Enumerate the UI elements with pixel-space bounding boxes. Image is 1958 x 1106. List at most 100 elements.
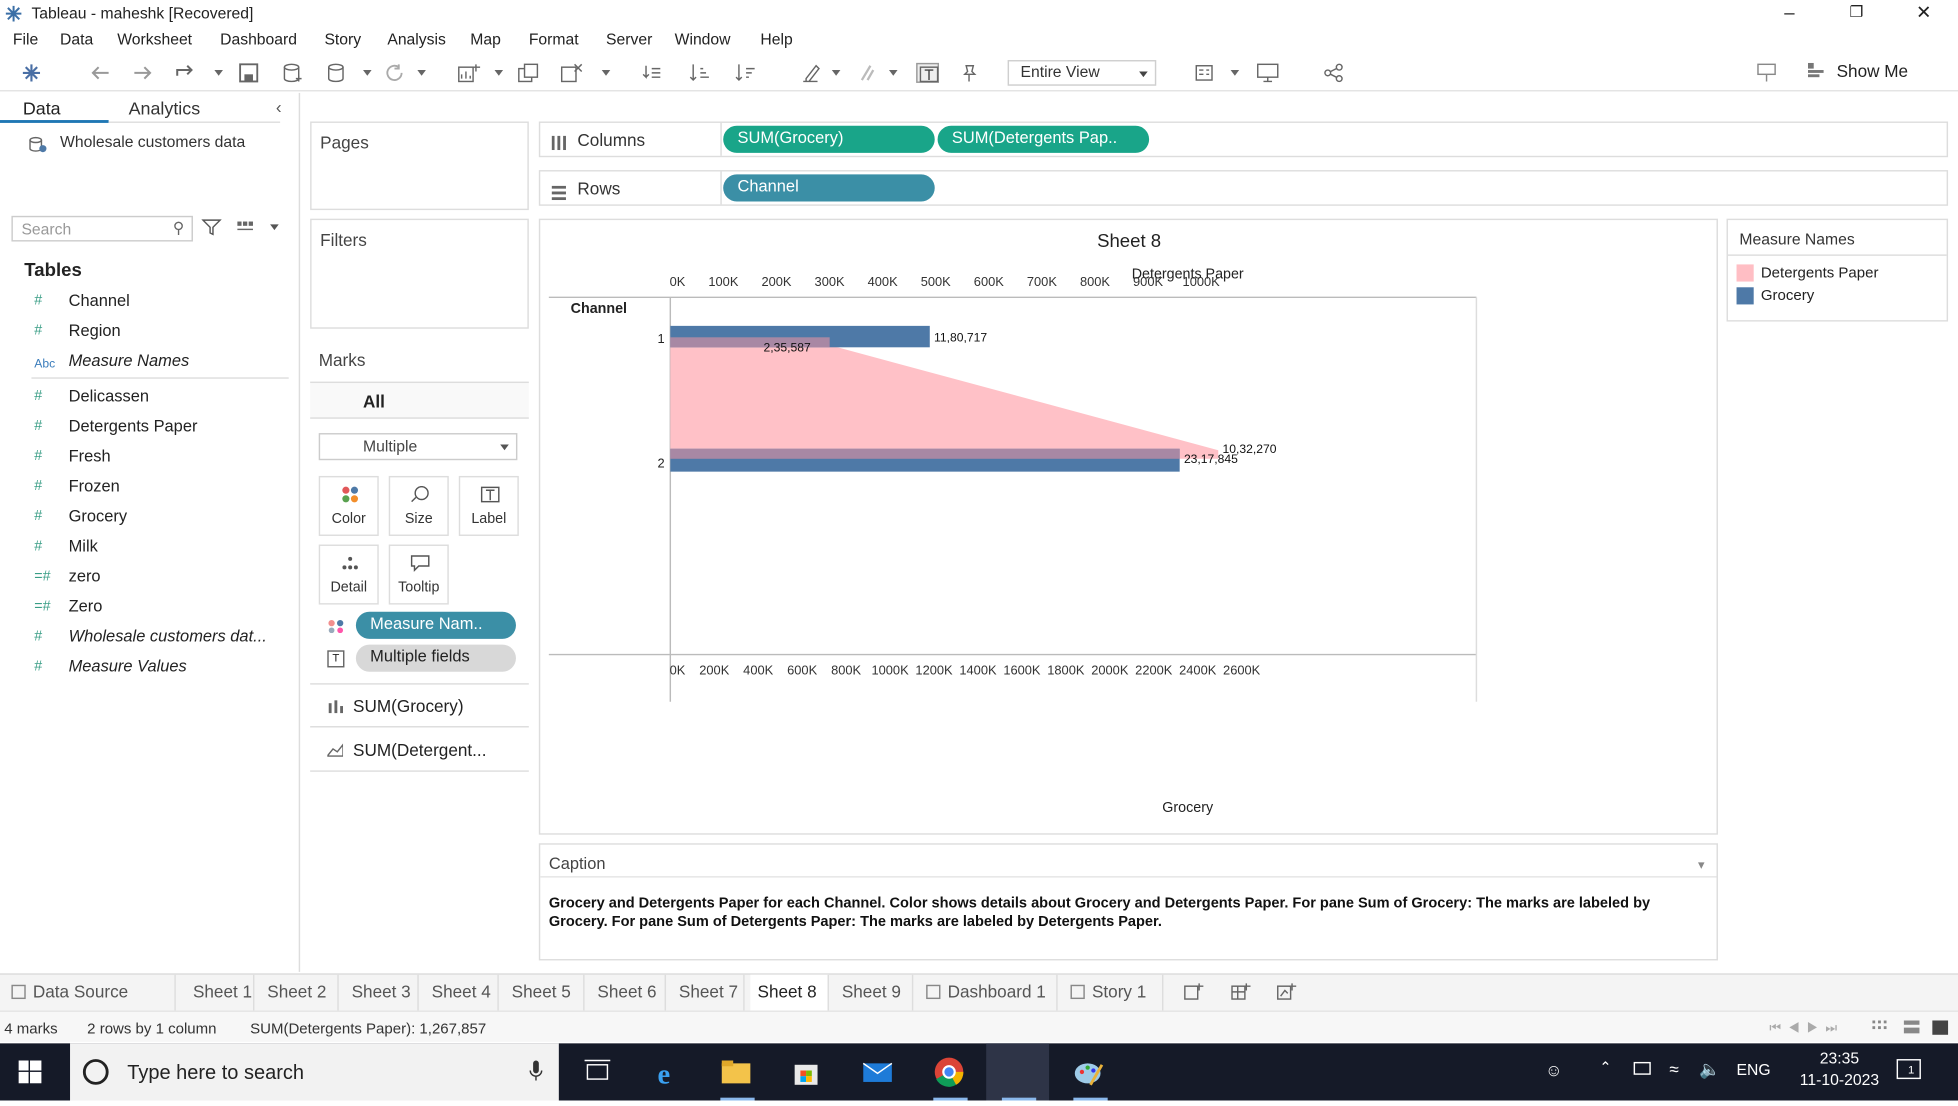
fit-view-select[interactable]: Entire View: [1007, 60, 1157, 86]
menu-format[interactable]: Format: [528, 31, 579, 49]
pin-axes-icon[interactable]: [958, 63, 981, 83]
marks-sum-grocery-row[interactable]: SUM(Grocery): [310, 683, 529, 726]
mark-type-select[interactable]: Multiple: [318, 433, 518, 461]
task-view-icon[interactable]: [582, 1056, 613, 1087]
file-explorer-icon[interactable]: [720, 1056, 751, 1087]
caption-menu-icon[interactable]: ▾: [1697, 857, 1705, 872]
language-indicator[interactable]: ENG: [1736, 1061, 1771, 1080]
marks-size-button[interactable]: Size: [388, 475, 449, 536]
highlight-icon[interactable]: [800, 63, 823, 83]
columns-pill-sum-grocery[interactable]: SUM(Grocery): [723, 125, 935, 153]
sheet-tab-sheet-4[interactable]: Sheet 4: [424, 974, 499, 1011]
paint-app-icon[interactable]: [1073, 1056, 1104, 1087]
replay-icon[interactable]: [174, 63, 197, 83]
highlight-dropdown-icon[interactable]: [831, 70, 841, 76]
sheet-tab-sheet-2[interactable]: Sheet 2: [260, 974, 339, 1011]
marks-sum-detergents-row[interactable]: SUM(Detergent...: [310, 726, 529, 772]
columns-shelf[interactable]: Columns SUM(Grocery) SUM(Detergents Pap.…: [538, 121, 1949, 158]
new-story-tab-icon[interactable]: [1276, 982, 1297, 1002]
marks-label-button[interactable]: Label: [458, 475, 519, 536]
sheet-tab-sheet-5[interactable]: Sheet 5: [505, 974, 585, 1011]
cards-dropdown-icon[interactable]: [1230, 70, 1240, 76]
marks-detail-button[interactable]: Detail: [318, 544, 379, 605]
replay-dropdown-icon[interactable]: [214, 70, 223, 76]
people-icon[interactable]: ☺: [1545, 1060, 1563, 1081]
view-options-dropdown-icon[interactable]: [270, 224, 279, 231]
menu-analysis[interactable]: Analysis: [387, 31, 446, 49]
color-legend[interactable]: Measure Names Detergents Paper Grocery: [1726, 218, 1949, 322]
wifi-icon[interactable]: ≈: [1669, 1059, 1679, 1080]
tableau-home-icon[interactable]: [20, 63, 43, 83]
battery-icon[interactable]: [1633, 1061, 1651, 1075]
mail-icon[interactable]: [862, 1056, 893, 1087]
caption-card[interactable]: Caption ▾ Grocery and Detergents Paper f…: [538, 843, 1718, 961]
microsoft-store-icon[interactable]: [790, 1056, 821, 1087]
refresh-icon[interactable]: [383, 63, 406, 83]
presentation-mode-icon[interactable]: [1256, 63, 1279, 83]
pause-dropdown-icon[interactable]: [363, 70, 372, 76]
taskbar-search-input[interactable]: Type here to search: [70, 1043, 559, 1101]
new-worksheet-tab-icon[interactable]: [1183, 982, 1204, 1002]
restore-button[interactable]: ❐: [1849, 4, 1864, 22]
color-pill-measure-names[interactable]: Measure Nam..: [355, 611, 516, 639]
columns-pill-sum-detergents[interactable]: SUM(Detergents Pap..: [937, 125, 1150, 153]
menu-data[interactable]: Data: [60, 31, 94, 49]
clear-dropdown-icon[interactable]: [601, 70, 611, 76]
refresh-dropdown-icon[interactable]: [417, 70, 426, 76]
datasource-name[interactable]: Wholesale customers data: [60, 134, 246, 152]
marks-all-row[interactable]: All: [310, 381, 529, 419]
clear-sheet-icon[interactable]: [560, 63, 583, 83]
sheet-tab-sheet-6[interactable]: Sheet 6: [590, 974, 667, 1011]
view-options-icon[interactable]: [237, 220, 257, 237]
label-pill-multiple-fields[interactable]: Multiple fields: [355, 644, 516, 672]
rows-pill-channel[interactable]: Channel: [723, 174, 935, 202]
pages-card[interactable]: Pages: [310, 121, 529, 211]
pause-updates-icon[interactable]: [326, 63, 349, 83]
presenter-icon[interactable]: [1755, 63, 1778, 83]
sheet-tab-data-source[interactable]: Data Source: [4, 974, 176, 1011]
chrome-icon[interactable]: [933, 1056, 964, 1087]
filter-icon[interactable]: [201, 217, 222, 237]
menu-file[interactable]: File: [12, 31, 39, 49]
sheet-tab-story-1[interactable]: Story 1: [1063, 974, 1164, 1011]
menu-dashboard[interactable]: Dashboard: [220, 31, 298, 49]
sheet-tab-sheet-1[interactable]: Sheet 1: [186, 974, 255, 1011]
rows-shelf[interactable]: Rows Channel: [538, 170, 1949, 206]
microphone-icon[interactable]: [529, 1059, 543, 1082]
sheet-tab-sheet-7[interactable]: Sheet 7: [672, 974, 745, 1011]
new-dashboard-tab-icon[interactable]: [1231, 982, 1251, 1002]
clock-time[interactable]: 23:35: [1819, 1050, 1860, 1068]
worksheet-view[interactable]: Sheet 8 Channel Detergents Paper Grocery…: [538, 218, 1718, 835]
new-sheet-dropdown-icon[interactable]: [494, 70, 504, 76]
undo-icon[interactable]: [89, 63, 112, 83]
menu-map[interactable]: Map: [470, 31, 501, 49]
menu-story[interactable]: Story: [324, 31, 362, 49]
show-mark-labels-icon[interactable]: [916, 62, 940, 83]
sheet-tab-sheet-3[interactable]: Sheet 3: [344, 974, 419, 1011]
menu-server[interactable]: Server: [606, 31, 653, 49]
sheet-tab-sheet-8[interactable]: Sheet 8: [750, 974, 829, 1011]
minimize-button[interactable]: –: [1784, 1, 1795, 23]
share-icon[interactable]: [1322, 63, 1345, 83]
legend-item-grocery[interactable]: Grocery: [1760, 287, 1815, 305]
sheet-tab-sheet-9[interactable]: Sheet 9: [835, 974, 914, 1011]
sort-ascending-icon[interactable]: [689, 63, 712, 83]
show-cards-icon[interactable]: [1195, 63, 1218, 83]
volume-icon[interactable]: 🔈: [1699, 1059, 1721, 1080]
menu-help[interactable]: Help: [760, 31, 793, 49]
marks-color-button[interactable]: Color: [318, 475, 379, 536]
swap-rows-columns-icon[interactable]: [642, 63, 665, 83]
legend-item-detergents[interactable]: Detergents Paper: [1760, 264, 1879, 282]
group-members-icon[interactable]: [855, 63, 878, 83]
group-dropdown-icon[interactable]: [888, 70, 898, 76]
sheet-navigation-icons[interactable]: ⏮◀▶⏭: [1769, 1020, 1845, 1035]
field-search-input[interactable]: Search ⚲: [11, 215, 193, 242]
redo-icon[interactable]: [131, 63, 154, 83]
sheet-tab-dashboard-1[interactable]: Dashboard 1: [919, 974, 1058, 1011]
duplicate-sheet-icon[interactable]: [517, 63, 540, 83]
new-datasource-icon[interactable]: [282, 63, 305, 83]
menu-window[interactable]: Window: [674, 31, 731, 49]
normal-view-icon[interactable]: [1932, 1020, 1949, 1035]
filters-card[interactable]: Filters: [310, 218, 529, 329]
tab-analytics[interactable]: Analytics: [108, 93, 281, 123]
